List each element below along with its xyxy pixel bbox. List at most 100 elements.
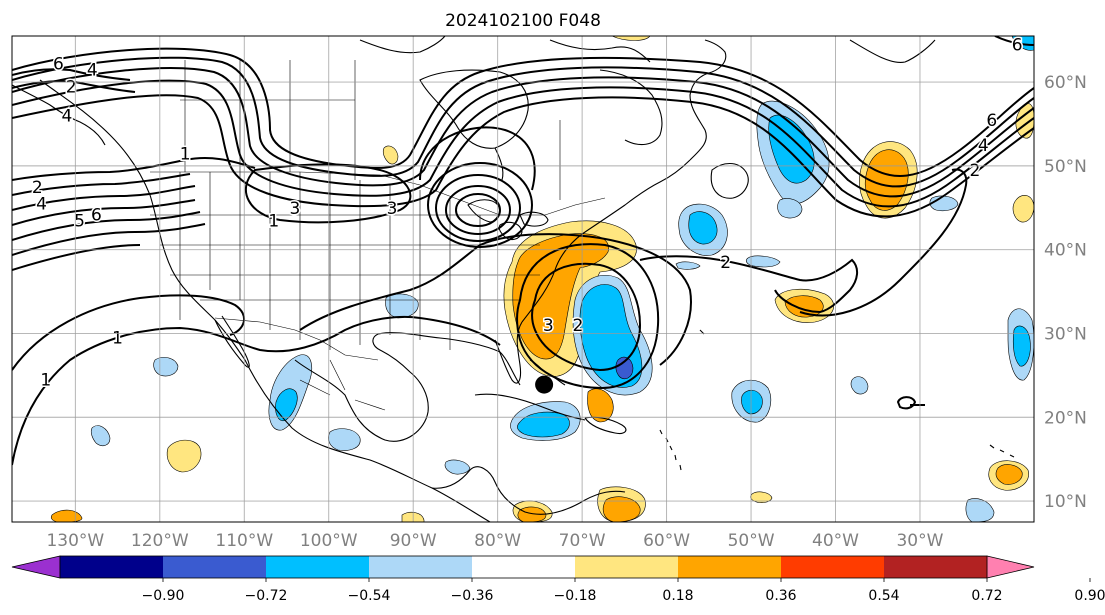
colorbar-segment xyxy=(369,556,473,578)
shaded-anomaly-fields xyxy=(50,36,1034,522)
colorbar-segment xyxy=(575,556,679,578)
coast-us-east xyxy=(521,159,691,323)
contour-jet-4 xyxy=(12,79,1034,208)
border-mexico-states xyxy=(299,359,386,411)
lon-tick-label: 130°W xyxy=(46,531,104,551)
lat-tick-label: 30°N xyxy=(1044,324,1087,344)
coast-baja xyxy=(214,315,250,368)
contour-label: 2 xyxy=(969,161,980,181)
coast-labrador xyxy=(689,39,727,161)
contour-low-3 xyxy=(435,174,521,242)
coast-far-islands xyxy=(989,444,1015,458)
contour-one-central xyxy=(244,163,412,224)
contour-low-4 xyxy=(427,162,533,248)
anomaly-small-2 xyxy=(90,425,111,447)
coast-alaska xyxy=(12,84,106,146)
anomaly-small-3 xyxy=(166,439,202,473)
coast-arctic-2 xyxy=(549,39,651,63)
contour-west-2 xyxy=(12,173,191,196)
anomaly-cold-east-atlantic xyxy=(741,389,763,415)
contour-low-2 xyxy=(445,185,511,235)
contour-label: 1 xyxy=(112,329,123,349)
anomaly-small-8 xyxy=(1012,195,1034,223)
contour-mexico-2 xyxy=(12,315,501,466)
gridlines xyxy=(12,36,1034,522)
contour-jet-3 xyxy=(12,67,1034,198)
coast-arctic-1 xyxy=(359,36,446,54)
colorbar-tick-label: 0.36 xyxy=(765,588,796,604)
contour-label: 3 xyxy=(290,199,301,219)
map-title: 2024102100 F048 xyxy=(445,11,601,31)
anomaly-small-24 xyxy=(745,255,781,268)
contour-atlantic-two-b xyxy=(799,168,968,317)
colorbar-extend-high xyxy=(986,555,1035,579)
colorbar: −0.90 −0.72 −0.54 −0.36 −0.18 0.18 0.36 0.54 0.7… xyxy=(11,555,1105,604)
lon-tick-label: 80°W xyxy=(474,531,521,551)
contour-low-5 xyxy=(419,126,536,191)
lat-tick-label: 10°N xyxy=(1044,492,1087,512)
contour-jet-2 xyxy=(12,56,1034,188)
lon-tick-label: 50°W xyxy=(728,531,775,551)
lon-tick-label: 40°W xyxy=(812,531,859,551)
contour-label: 2 xyxy=(572,316,583,336)
coast-gulf xyxy=(294,332,521,442)
anomaly-cold-newfoundland xyxy=(688,211,718,245)
colorbar-tick-label: −0.54 xyxy=(348,588,391,604)
contour-alaska-1 xyxy=(12,68,131,81)
contour-label: 1 xyxy=(180,144,191,164)
colorbar-segment xyxy=(884,556,988,578)
lat-tick-label: 60°N xyxy=(1044,73,1087,93)
lon-tick-label: 70°W xyxy=(559,531,606,551)
anomaly-small-26 xyxy=(675,261,701,270)
longitude-tick-labels: 130°W 120°W 110°W 100°W 90°W 80°W 70°W 60°W 50°W… xyxy=(46,531,943,551)
contour-west-3 xyxy=(12,185,196,211)
lon-tick-label: 100°W xyxy=(300,531,358,551)
coast-newfoundland xyxy=(710,162,749,199)
contour-corner-ne xyxy=(994,36,1034,46)
colorbar-extend-low xyxy=(11,555,61,579)
lon-tick-label: 90°W xyxy=(390,531,437,551)
contour-west-4 xyxy=(12,199,196,226)
contour-label: 6 xyxy=(53,55,64,75)
colorbar-tick-label: 0.72 xyxy=(971,588,1002,604)
anomaly-small-20 xyxy=(382,145,399,165)
anomaly-small-18 xyxy=(965,498,995,522)
colorbar-tick-label: −0.18 xyxy=(554,588,597,604)
contour-west-7 xyxy=(12,244,141,271)
colorbar-segment xyxy=(781,556,885,578)
lon-tick-label: 30°W xyxy=(896,531,943,551)
colorbar-segment xyxy=(678,556,782,578)
contour-label: 1 xyxy=(40,371,51,391)
anomaly-small-25 xyxy=(444,459,471,475)
colorbar-segment xyxy=(60,556,164,578)
anomaly-cold-caribbean xyxy=(517,411,570,438)
coast-greenland xyxy=(849,39,936,63)
contour-label: 6 xyxy=(1012,35,1023,55)
contour-label: 6 xyxy=(986,111,997,131)
contour-west-5 xyxy=(12,211,201,241)
colorbar-segment xyxy=(472,556,576,578)
colorbar-tick-label: −0.90 xyxy=(142,588,185,604)
contour-label: 2 xyxy=(32,178,43,198)
anomaly-small-15 xyxy=(517,506,547,522)
anomaly-warm-puerto-rico xyxy=(587,388,614,423)
contour-storm-2 xyxy=(516,243,660,390)
lon-tick-label: 110°W xyxy=(215,531,273,551)
map-frame xyxy=(11,35,1035,523)
contour-label: 2 xyxy=(66,77,77,97)
anomaly-small-19 xyxy=(850,376,869,395)
border-us-mexico xyxy=(214,317,379,361)
colorbar-tick-label: −0.36 xyxy=(451,588,494,604)
contour-label: 5 xyxy=(74,211,85,231)
latitude-tick-labels: 10°N 20°N 30°N 40°N 50°N 60°N xyxy=(1044,73,1087,512)
contour-small-east xyxy=(896,396,925,410)
contour-mexico-1 xyxy=(12,294,245,371)
colorbar-tick-label: 0.18 xyxy=(662,588,693,604)
contour-label: 3 xyxy=(543,316,554,336)
lon-tick-label: 120°W xyxy=(131,531,189,551)
colorbar-segment xyxy=(266,556,370,578)
lat-tick-label: 50°N xyxy=(1044,157,1087,177)
